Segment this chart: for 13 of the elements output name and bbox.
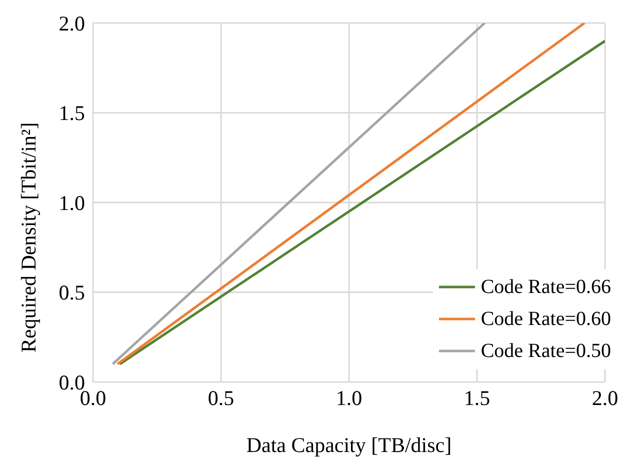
y-tick-label: 1.5 bbox=[58, 101, 85, 126]
legend-label: Code Rate=0.50 bbox=[480, 339, 611, 364]
y-tick-label: 0.5 bbox=[58, 280, 85, 305]
x-tick-label: 1.5 bbox=[464, 386, 490, 410]
x-tick-label: 2.0 bbox=[592, 386, 618, 410]
legend-label: Code Rate=0.66 bbox=[480, 275, 611, 300]
y-tick-label: 1.0 bbox=[58, 190, 85, 215]
legend-label: Code Rate=0.60 bbox=[480, 307, 611, 332]
y-axis-title: Required Density [Tbit/in²] bbox=[16, 122, 40, 352]
y-tick-label: 2.0 bbox=[58, 11, 85, 36]
x-tick-label: 0.5 bbox=[208, 386, 234, 410]
x-axis-title: Data Capacity [TB/disc] bbox=[246, 433, 452, 457]
x-tick-label: 1.0 bbox=[336, 386, 362, 410]
